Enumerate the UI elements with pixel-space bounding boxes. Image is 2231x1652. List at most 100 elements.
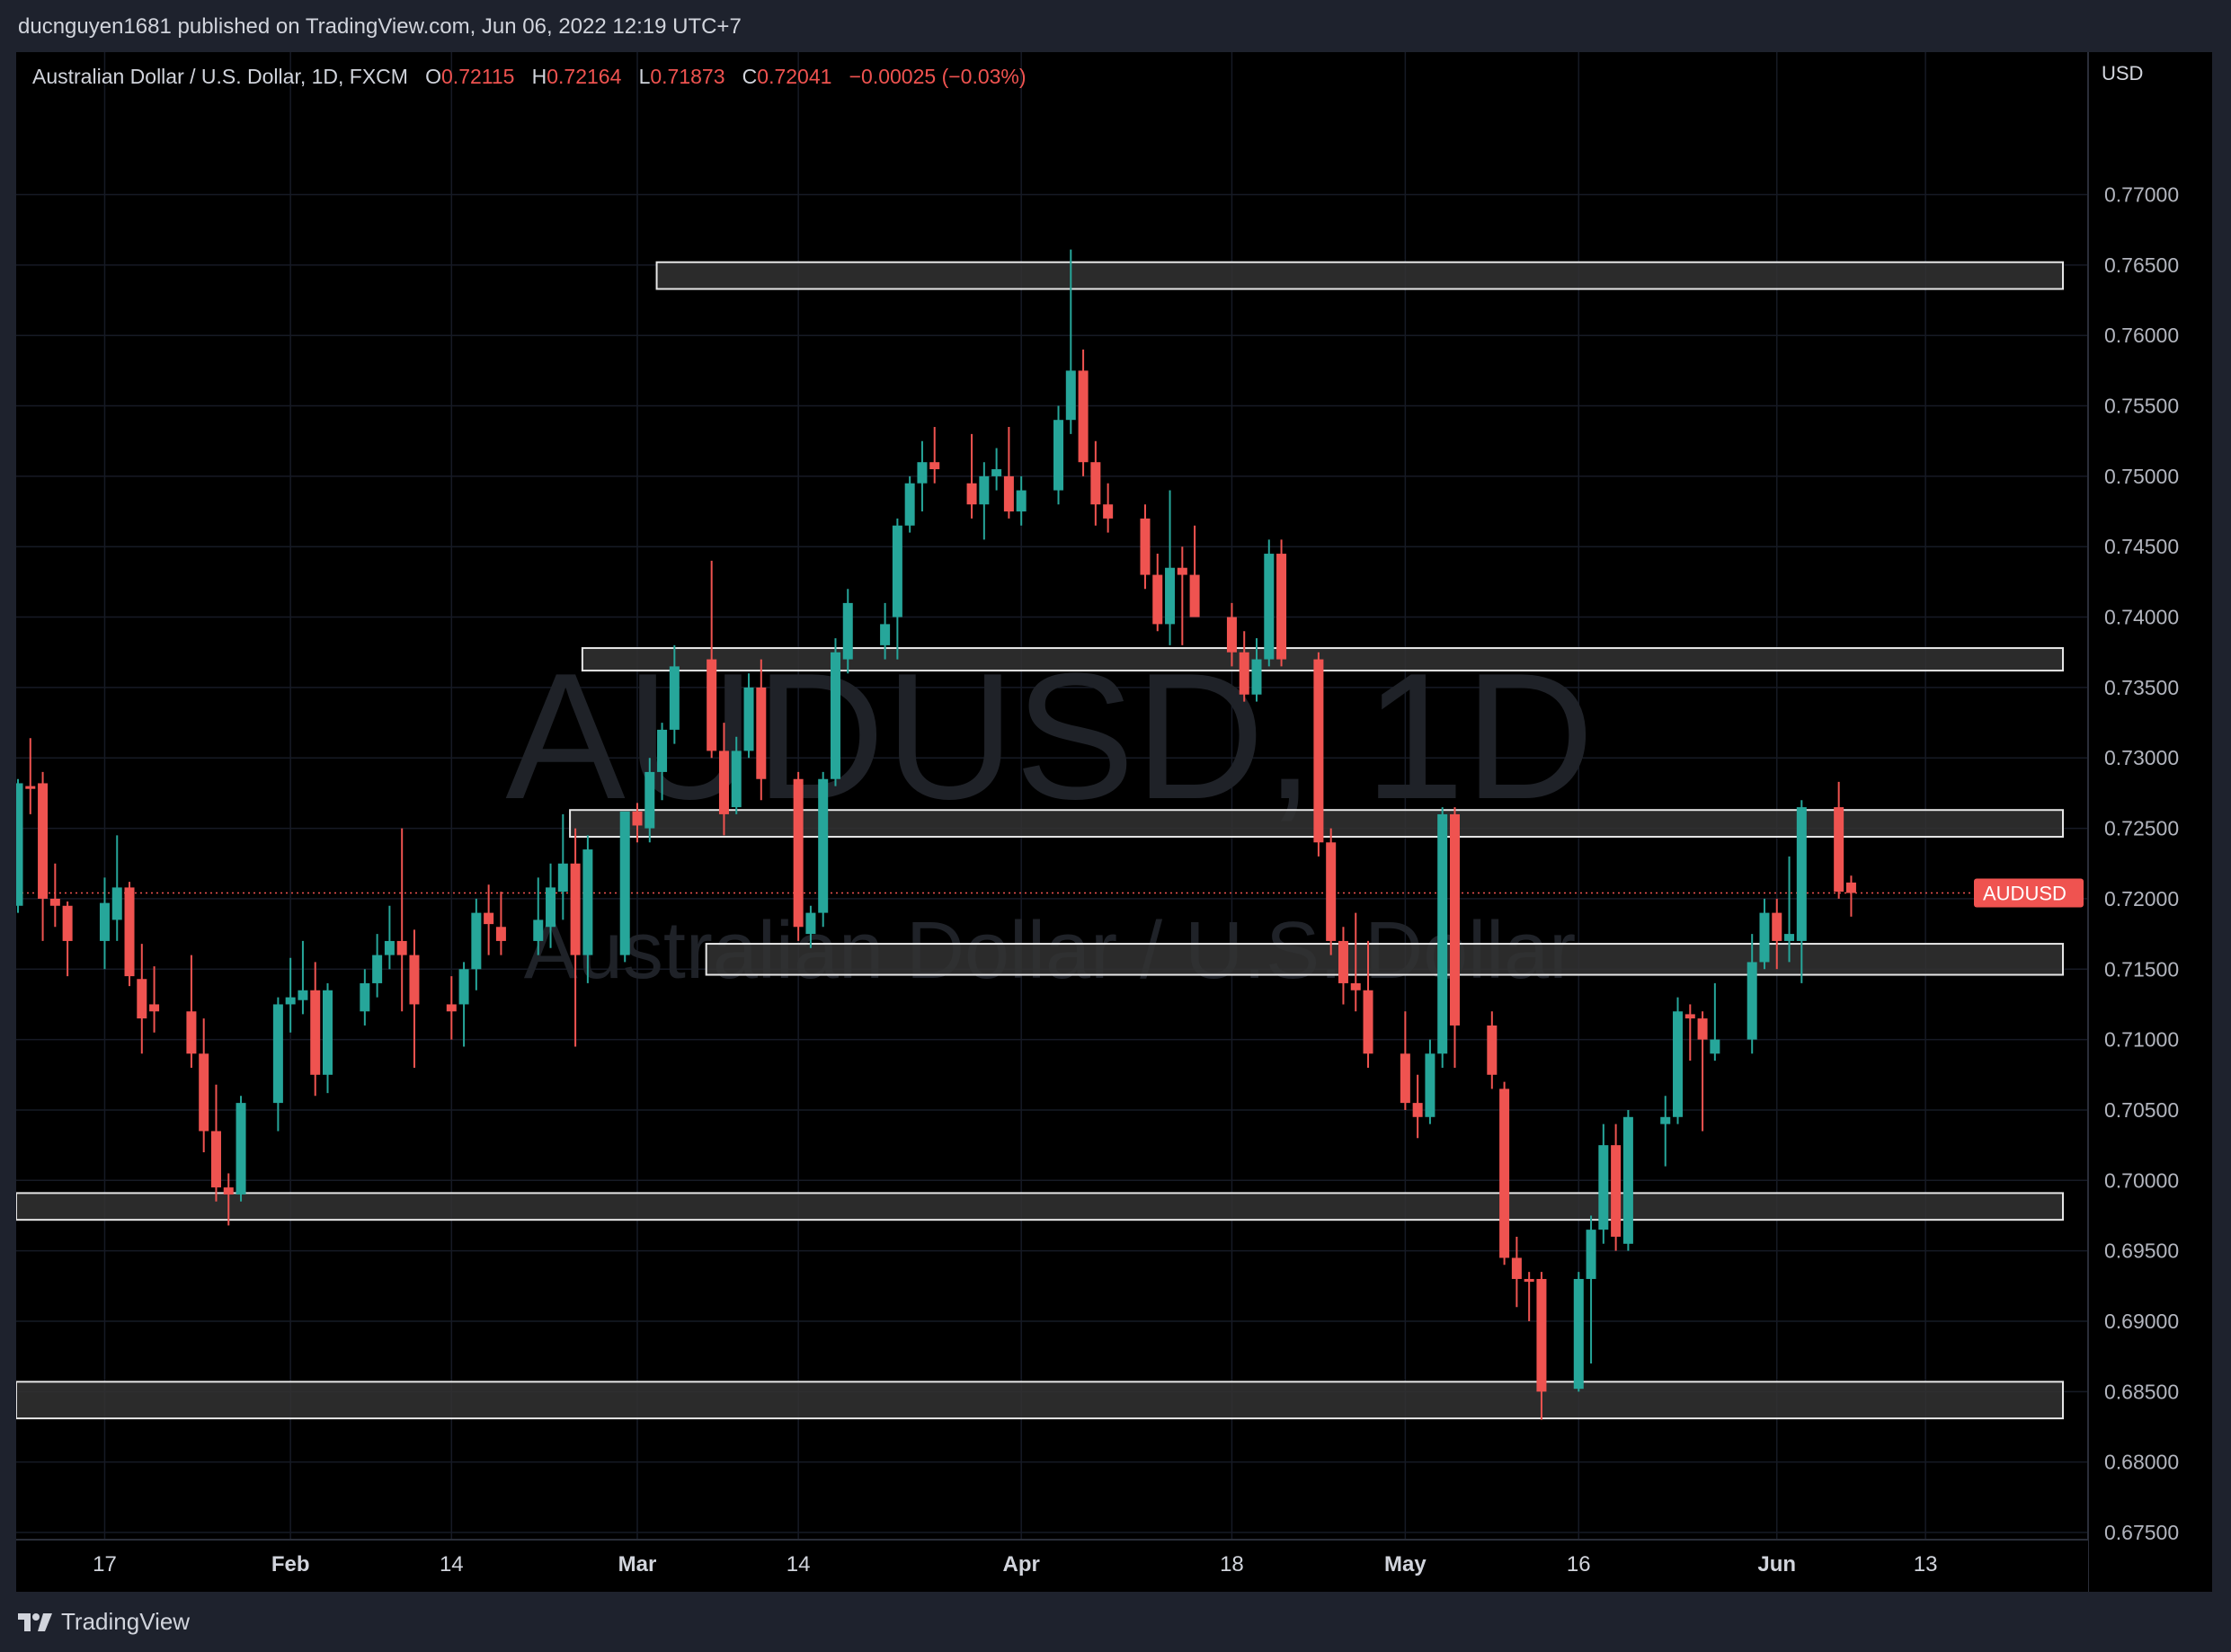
candle-body[interactable]: [1598, 1145, 1609, 1230]
candle-body[interactable]: [880, 624, 891, 645]
candle-body[interactable]: [657, 729, 668, 772]
candle-body[interactable]: [1350, 982, 1361, 990]
candle-body[interactable]: [186, 1011, 197, 1054]
candle-body[interactable]: [458, 969, 469, 1005]
candle-body[interactable]: [1313, 659, 1324, 843]
candle-body[interactable]: [1759, 912, 1770, 963]
candle-body[interactable]: [1772, 912, 1782, 941]
candle-body[interactable]: [1412, 1103, 1423, 1117]
candle-body[interactable]: [1165, 567, 1176, 625]
time-axis-bg[interactable]: [16, 1540, 2088, 1592]
candle-body[interactable]: [1845, 882, 1856, 893]
sr-zone[interactable]: [16, 1381, 2064, 1420]
candle-body[interactable]: [1016, 490, 1027, 512]
candle-body[interactable]: [1090, 462, 1101, 505]
candle-body[interactable]: [743, 687, 754, 751]
sr-zone[interactable]: [655, 261, 2064, 290]
candle-body[interactable]: [49, 898, 60, 906]
chart-pane[interactable]: AUDUSD, 1D Australian Dollar / U.S. Doll…: [16, 52, 2212, 1592]
candle-body[interactable]: [1747, 962, 1757, 1040]
candle-body[interactable]: [1796, 807, 1807, 941]
candle-body[interactable]: [570, 863, 581, 955]
candle-body[interactable]: [1177, 567, 1187, 575]
candle-body[interactable]: [830, 652, 840, 779]
candle-body[interactable]: [1449, 813, 1460, 1026]
candle-body[interactable]: [298, 990, 308, 1000]
candle-body[interactable]: [199, 1053, 209, 1132]
candle-body[interactable]: [1511, 1257, 1522, 1279]
symbol-description[interactable]: Australian Dollar / U.S. Dollar, 1D, FXC…: [32, 65, 408, 88]
candle-body[interactable]: [1834, 807, 1844, 893]
candle-body[interactable]: [1003, 475, 1014, 512]
candle-body[interactable]: [979, 475, 990, 505]
candle-body[interactable]: [1338, 940, 1348, 983]
candle-body[interactable]: [707, 659, 717, 751]
candle-body[interactable]: [1152, 574, 1163, 625]
candle-body[interactable]: [1140, 518, 1151, 575]
candle-body[interactable]: [1710, 1039, 1720, 1054]
candle-body[interactable]: [409, 955, 420, 1005]
candle-body[interactable]: [1189, 574, 1200, 617]
candle-body[interactable]: [557, 863, 568, 893]
candle-body[interactable]: [272, 1004, 283, 1104]
candle-body[interactable]: [360, 982, 370, 1012]
tradingview-logo[interactable]: TradingView: [18, 1608, 190, 1636]
sr-zone[interactable]: [16, 1192, 2064, 1221]
candle-body[interactable]: [644, 771, 655, 829]
candle-body[interactable]: [285, 997, 296, 1005]
candle-body[interactable]: [1239, 652, 1249, 695]
candle-body[interactable]: [1499, 1088, 1510, 1258]
candle-body[interactable]: [1276, 554, 1287, 660]
candle-body[interactable]: [1684, 1014, 1695, 1019]
candle-body[interactable]: [1784, 934, 1795, 941]
candle-body[interactable]: [805, 912, 816, 935]
candle-body[interactable]: [99, 902, 110, 941]
candle-body[interactable]: [1697, 1018, 1708, 1040]
candle-body[interactable]: [1363, 990, 1373, 1054]
candle-body[interactable]: [929, 462, 940, 470]
candle-body[interactable]: [1053, 420, 1064, 491]
candle-body[interactable]: [1487, 1025, 1498, 1075]
candle-body[interactable]: [1611, 1145, 1622, 1237]
candle-body[interactable]: [1622, 1116, 1633, 1244]
candle-body[interactable]: [323, 990, 333, 1075]
candle-body[interactable]: [1673, 1011, 1684, 1117]
candle-body[interactable]: [124, 887, 135, 977]
candle-body[interactable]: [632, 811, 643, 826]
candle-body[interactable]: [471, 912, 482, 970]
candle-body[interactable]: [818, 778, 829, 913]
candle-body[interactable]: [484, 912, 494, 925]
candle-body[interactable]: [619, 811, 630, 955]
candle-body[interactable]: [1437, 813, 1448, 1054]
candle-body[interactable]: [384, 940, 395, 955]
candle-body[interactable]: [1536, 1278, 1547, 1392]
candle-body[interactable]: [62, 905, 73, 941]
candle-body[interactable]: [446, 1004, 457, 1012]
candle-body[interactable]: [1078, 370, 1089, 463]
candle-body[interactable]: [669, 666, 680, 730]
candle-body[interactable]: [1400, 1053, 1410, 1104]
candle-body[interactable]: [582, 849, 593, 955]
candle-body[interactable]: [38, 783, 49, 899]
candlestick-chart[interactable]: AUDUSD, 1D Australian Dollar / U.S. Doll…: [16, 52, 2212, 1592]
candle-body[interactable]: [731, 751, 742, 808]
candle-body[interactable]: [1524, 1278, 1534, 1283]
candle-body[interactable]: [1103, 504, 1114, 519]
candle-body[interactable]: [904, 483, 915, 526]
candle-body[interactable]: [966, 483, 977, 505]
candle-body[interactable]: [1660, 1116, 1671, 1124]
candle-body[interactable]: [1425, 1053, 1435, 1117]
candle-body[interactable]: [892, 525, 902, 617]
candle-body[interactable]: [1586, 1230, 1596, 1279]
candle-body[interactable]: [210, 1131, 221, 1188]
candle-body[interactable]: [793, 778, 804, 928]
candle-body[interactable]: [1326, 842, 1337, 941]
price-axis-bg[interactable]: [2088, 52, 2212, 1592]
candle-body[interactable]: [1226, 617, 1237, 653]
candle-body[interactable]: [917, 462, 928, 484]
candle-body[interactable]: [533, 919, 544, 941]
candle-body[interactable]: [1573, 1278, 1584, 1390]
candle-body[interactable]: [396, 940, 407, 955]
candle-body[interactable]: [756, 687, 767, 779]
candle-body[interactable]: [495, 927, 506, 941]
